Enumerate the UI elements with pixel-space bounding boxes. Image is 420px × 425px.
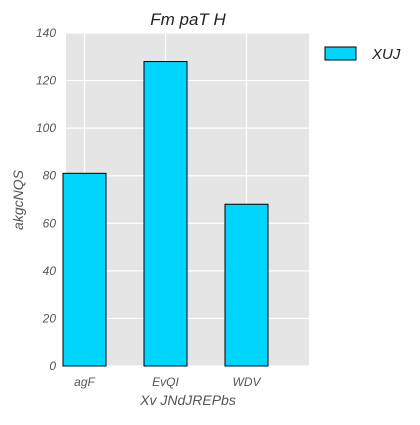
legend-label: XUJ <box>371 46 401 63</box>
y-tick-label: 140 <box>36 26 56 40</box>
bar-agF <box>62 172 107 367</box>
y-tick-label: 40 <box>43 264 57 278</box>
legend: XUJ <box>324 46 401 63</box>
y-tick-label: 120 <box>36 74 56 88</box>
x-tick-label: agF <box>74 375 95 389</box>
bar-EvQI <box>143 61 188 367</box>
y-tick-labels: 0 20 40 60 80 100 120 140 <box>36 26 56 373</box>
x-tick-label: WDV <box>233 375 262 389</box>
x-axis-title: Xv JNdJREPbs <box>139 392 236 408</box>
y-tick-label: 20 <box>42 311 57 325</box>
y-tick-label: 100 <box>36 121 56 135</box>
y-tick-label: 0 <box>49 359 56 373</box>
bar-WDV <box>224 203 269 367</box>
y-axis-title: akgcNQS <box>10 169 26 230</box>
y-tick-label: 60 <box>43 216 57 230</box>
chart-title: Fm paT H <box>150 10 226 29</box>
bars <box>62 61 269 367</box>
x-tick-label: EvQI <box>152 375 179 389</box>
x-tick-labels: agF EvQI WDV <box>74 375 261 389</box>
legend-swatch <box>324 46 357 61</box>
y-tick-label: 80 <box>43 169 57 183</box>
